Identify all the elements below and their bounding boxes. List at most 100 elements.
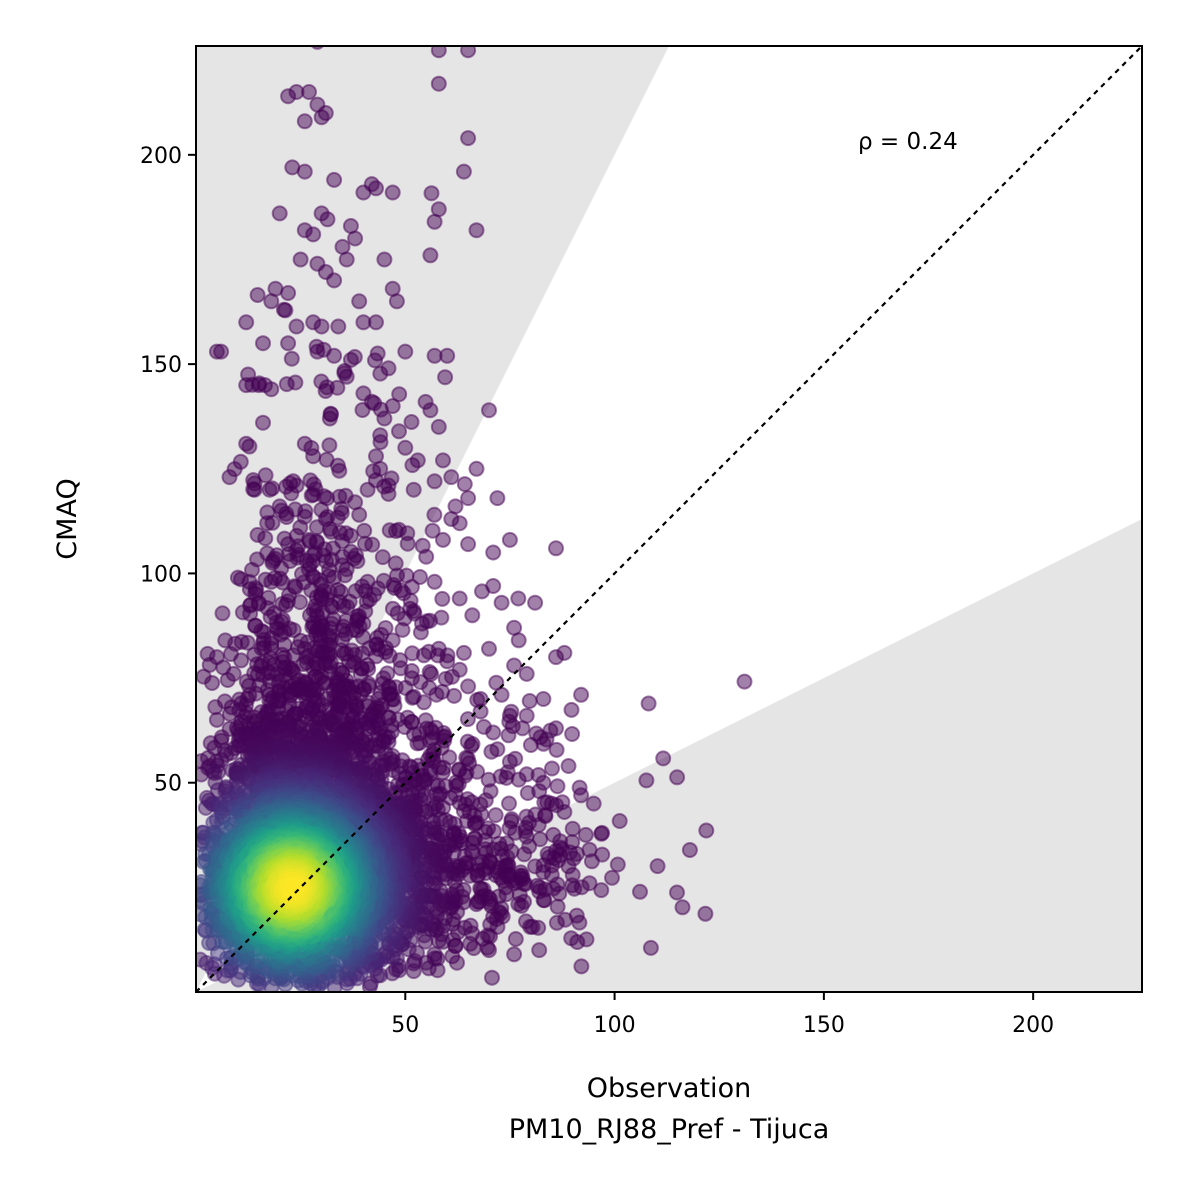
- data-point: [535, 691, 552, 707]
- data-point: [426, 506, 443, 523]
- data-point: [356, 522, 373, 539]
- data-point: [506, 657, 523, 674]
- data-point: [434, 590, 451, 607]
- data-point: [604, 869, 620, 886]
- data-point: [296, 163, 313, 180]
- data-point: [611, 813, 628, 829]
- data-point: [404, 457, 421, 474]
- data-point: [563, 930, 580, 947]
- data-point: [380, 485, 397, 502]
- data-point: [483, 743, 500, 760]
- data-point: [233, 652, 250, 669]
- data-point: [521, 693, 538, 709]
- data-point: [412, 624, 429, 641]
- data-point: [698, 822, 715, 839]
- data-point: [472, 703, 489, 720]
- data-point: [376, 410, 393, 427]
- x-tick-label: 150: [803, 1013, 845, 1038]
- x-axis-label: Observation: [587, 1073, 751, 1104]
- data-point: [397, 343, 414, 360]
- data-point: [280, 88, 297, 105]
- data-point: [263, 381, 280, 398]
- data-point: [326, 272, 343, 289]
- data-point: [278, 509, 295, 525]
- data-point: [500, 727, 517, 744]
- data-point: [372, 434, 389, 451]
- data-point: [460, 536, 477, 553]
- data-point: [277, 302, 294, 319]
- correlation-annotation: ρ = 0.24: [858, 129, 958, 155]
- data-point: [317, 383, 334, 399]
- data-point: [437, 670, 454, 687]
- data-point: [255, 414, 271, 431]
- x-axis-sublabel: PM10_RJ88_Pref - Tijuca: [509, 1114, 830, 1145]
- data-point: [573, 787, 590, 804]
- data-point: [632, 883, 648, 900]
- data-point: [428, 686, 445, 703]
- data-point: [308, 519, 325, 536]
- y-tick-label: 50: [154, 772, 182, 797]
- data-point: [655, 750, 672, 767]
- data-point: [522, 737, 539, 753]
- data-point: [219, 672, 236, 688]
- data-point: [516, 846, 533, 863]
- data-point: [372, 365, 389, 382]
- data-point: [460, 490, 477, 507]
- data-point: [355, 314, 372, 331]
- data-point: [451, 515, 468, 532]
- data-point: [640, 695, 657, 712]
- data-point: [285, 879, 302, 896]
- data-point: [296, 113, 313, 130]
- data-point: [437, 369, 454, 386]
- data-point: [241, 438, 258, 455]
- data-point: [392, 660, 409, 677]
- data-point: [313, 109, 330, 126]
- data-point: [573, 686, 590, 703]
- data-point: [642, 939, 659, 956]
- data-point: [464, 607, 481, 624]
- data-point: [430, 75, 447, 92]
- data-point: [399, 535, 416, 552]
- data-point: [349, 553, 366, 570]
- data-point: [649, 858, 666, 875]
- data-point: [347, 230, 364, 247]
- points-layer: [196, 46, 753, 992]
- x-tick-label: 50: [391, 1013, 419, 1038]
- plot-area: ρ = 0.24: [196, 46, 1142, 992]
- data-point: [424, 522, 441, 539]
- data-point: [518, 913, 534, 930]
- data-point: [376, 251, 393, 268]
- data-point: [305, 226, 322, 243]
- data-point: [481, 402, 497, 419]
- data-point: [527, 858, 544, 875]
- data-point: [531, 942, 548, 959]
- data-point: [319, 211, 336, 228]
- data-point: [426, 213, 443, 230]
- data-point: [468, 222, 485, 239]
- data-point: [409, 735, 426, 752]
- data-point: [564, 820, 581, 837]
- data-point: [288, 318, 305, 335]
- data-point: [510, 896, 527, 913]
- data-point: [384, 184, 401, 201]
- data-point: [280, 285, 297, 301]
- data-point: [549, 898, 566, 915]
- data-point: [271, 205, 288, 222]
- data-point: [681, 842, 698, 858]
- data-point: [321, 437, 338, 454]
- data-point: [430, 418, 447, 435]
- data-point: [354, 402, 371, 418]
- data-point: [501, 713, 518, 730]
- data-point: [208, 711, 225, 728]
- data-point: [455, 644, 472, 661]
- data-point: [381, 647, 398, 664]
- data-point: [510, 632, 527, 649]
- data-point: [451, 590, 468, 607]
- data-point: [638, 772, 655, 789]
- data-point: [468, 460, 485, 477]
- data-point: [359, 481, 376, 498]
- data-point: [493, 686, 510, 703]
- data-point: [545, 826, 562, 843]
- data-point: [374, 549, 391, 566]
